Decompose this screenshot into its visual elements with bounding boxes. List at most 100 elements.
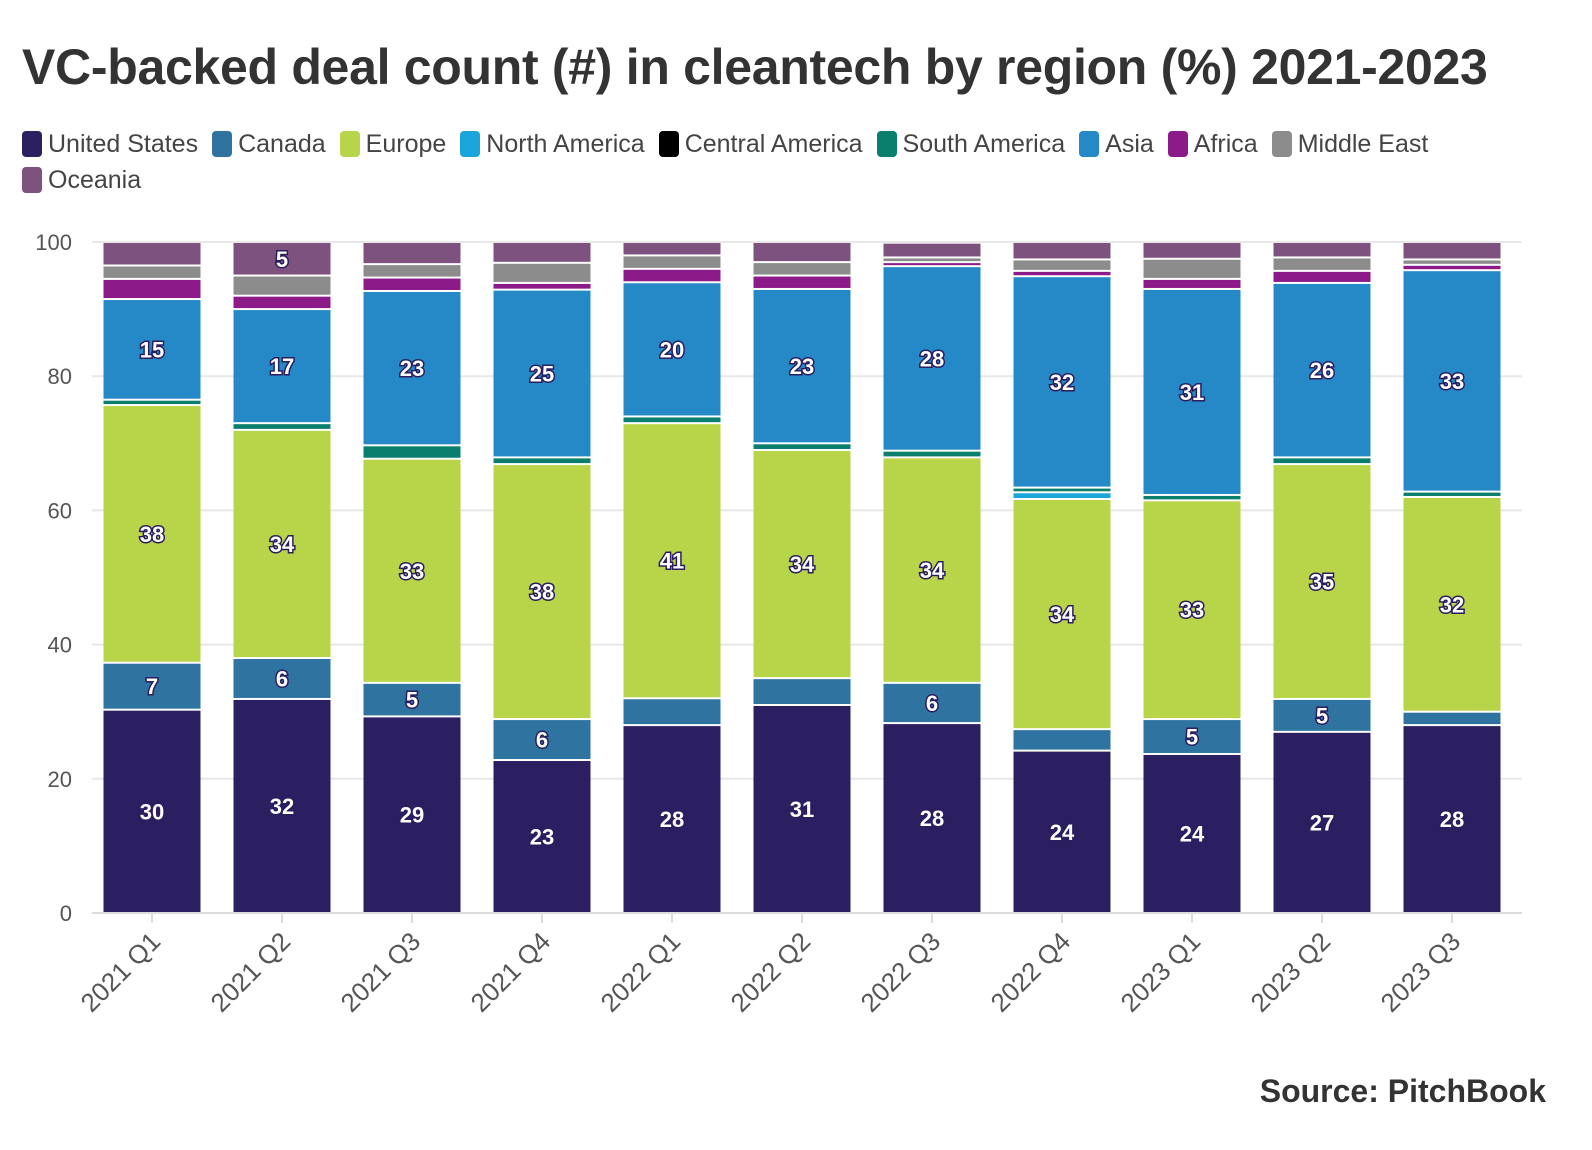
- bar-segment: [493, 283, 591, 289]
- bar-segment: [753, 289, 851, 443]
- data-label: 27: [1310, 810, 1334, 835]
- bar-segment: [493, 465, 591, 719]
- y-tick-label: 80: [48, 364, 72, 389]
- bar-segment: [493, 458, 591, 464]
- legend-item[interactable]: United States: [22, 130, 198, 158]
- x-tick-label: 2022 Q3: [854, 926, 946, 1018]
- x-tick-label: 2021 Q4: [464, 926, 556, 1018]
- legend-swatch: [876, 131, 897, 157]
- bar-segment: [1143, 720, 1241, 753]
- data-label: 5: [1186, 725, 1198, 750]
- data-label: 32: [270, 794, 294, 819]
- bar-segment: [623, 417, 721, 423]
- bar-segment: [1143, 754, 1241, 912]
- legend-item[interactable]: Central America: [658, 130, 863, 158]
- y-tick-label: 100: [35, 230, 72, 255]
- bar-segment: [363, 291, 461, 445]
- bar-segment: [363, 717, 461, 912]
- bar-segment: [883, 258, 981, 262]
- bar-segment: [363, 459, 461, 682]
- bar-segment: [1403, 265, 1501, 270]
- bar-segment: [1273, 699, 1371, 731]
- bar-segment: [363, 243, 461, 264]
- bar-segment: [233, 424, 331, 429]
- legend-item[interactable]: South America: [876, 129, 1066, 158]
- x-tick-label: 2023 Q3: [1374, 926, 1466, 1018]
- bar-segment: [1013, 271, 1111, 276]
- bar-segment: [1273, 465, 1371, 698]
- bar-segment: [1273, 283, 1371, 457]
- legend-label: Middle East: [1297, 129, 1429, 158]
- data-label: 33: [1440, 369, 1464, 394]
- data-label: 32: [1440, 592, 1464, 617]
- bar-segment: [1403, 497, 1501, 711]
- legend-label: Africa: [1193, 129, 1258, 158]
- bar-segment: [1273, 271, 1371, 282]
- bar-segment: [233, 699, 331, 912]
- legend-item[interactable]: Oceania: [22, 166, 141, 194]
- bar-segment: [1273, 258, 1371, 270]
- data-label: 33: [1180, 598, 1204, 623]
- data-label: 41: [660, 549, 684, 574]
- bar-segment: [233, 659, 331, 698]
- bar-segment: [1013, 277, 1111, 487]
- data-label: 30: [140, 799, 164, 824]
- data-label: 35: [1310, 570, 1334, 595]
- legend-swatch: [22, 167, 42, 193]
- bar-segment: [233, 310, 331, 423]
- data-label: 23: [790, 354, 814, 379]
- bar-segment: [493, 263, 591, 282]
- legend-label: Oceania: [48, 165, 142, 194]
- legend-label: South America: [902, 129, 1066, 158]
- data-label: 5: [276, 247, 288, 272]
- legend-item[interactable]: Canada: [212, 130, 326, 158]
- data-label: 31: [790, 797, 814, 822]
- bar-segment: [233, 276, 331, 295]
- legend-swatch: [460, 131, 481, 157]
- legend-label: Canada: [238, 129, 326, 158]
- bar-segment: [623, 269, 721, 282]
- bar-segment: [493, 761, 591, 912]
- bar-segment: [493, 720, 591, 760]
- bar-segment: [1013, 499, 1111, 729]
- legend-item[interactable]: Asia: [1079, 130, 1154, 158]
- x-tick-label: 2022 Q4: [984, 926, 1076, 1018]
- bar-segment: [883, 267, 981, 450]
- y-tick-label: 60: [48, 498, 72, 523]
- x-tick-label: 2021 Q1: [74, 926, 166, 1018]
- bar-segment: [103, 406, 201, 662]
- data-label: 6: [926, 691, 938, 716]
- bar-segment: [883, 724, 981, 912]
- bar-segment: [103, 300, 201, 399]
- bar-segment: [883, 458, 981, 682]
- data-label: 6: [276, 666, 288, 691]
- bar-segment: [883, 451, 981, 457]
- x-tick-label: 2022 Q1: [594, 926, 686, 1018]
- legend-item[interactable]: Middle East: [1271, 129, 1429, 158]
- bar-segment: [623, 256, 721, 268]
- bar-segment: [1013, 751, 1111, 912]
- legend-swatch: [1079, 131, 1100, 157]
- bar-segment: [493, 290, 591, 457]
- bar-segment: [753, 444, 851, 450]
- legend-swatch: [658, 131, 679, 157]
- bar-segment: [883, 263, 981, 266]
- legend-item[interactable]: Europe: [339, 130, 446, 158]
- bar-segment: [1143, 501, 1241, 719]
- data-label: 28: [920, 346, 944, 371]
- x-tick-label: 2023 Q1: [1114, 926, 1206, 1018]
- data-label: 23: [400, 356, 424, 381]
- bar-segment: [1273, 243, 1371, 257]
- x-tick-label: 2023 Q2: [1244, 926, 1336, 1018]
- data-label: 28: [660, 807, 684, 832]
- data-label: 24: [1180, 821, 1205, 846]
- legend-item[interactable]: North America: [460, 130, 645, 158]
- data-label: 38: [140, 522, 164, 547]
- legend-swatch: [22, 131, 42, 157]
- data-label: 28: [1440, 807, 1464, 832]
- bar-segment: [1143, 495, 1241, 500]
- bar-segment: [753, 679, 851, 704]
- bar-segment: [233, 296, 331, 309]
- legend-item[interactable]: Africa: [1167, 129, 1258, 158]
